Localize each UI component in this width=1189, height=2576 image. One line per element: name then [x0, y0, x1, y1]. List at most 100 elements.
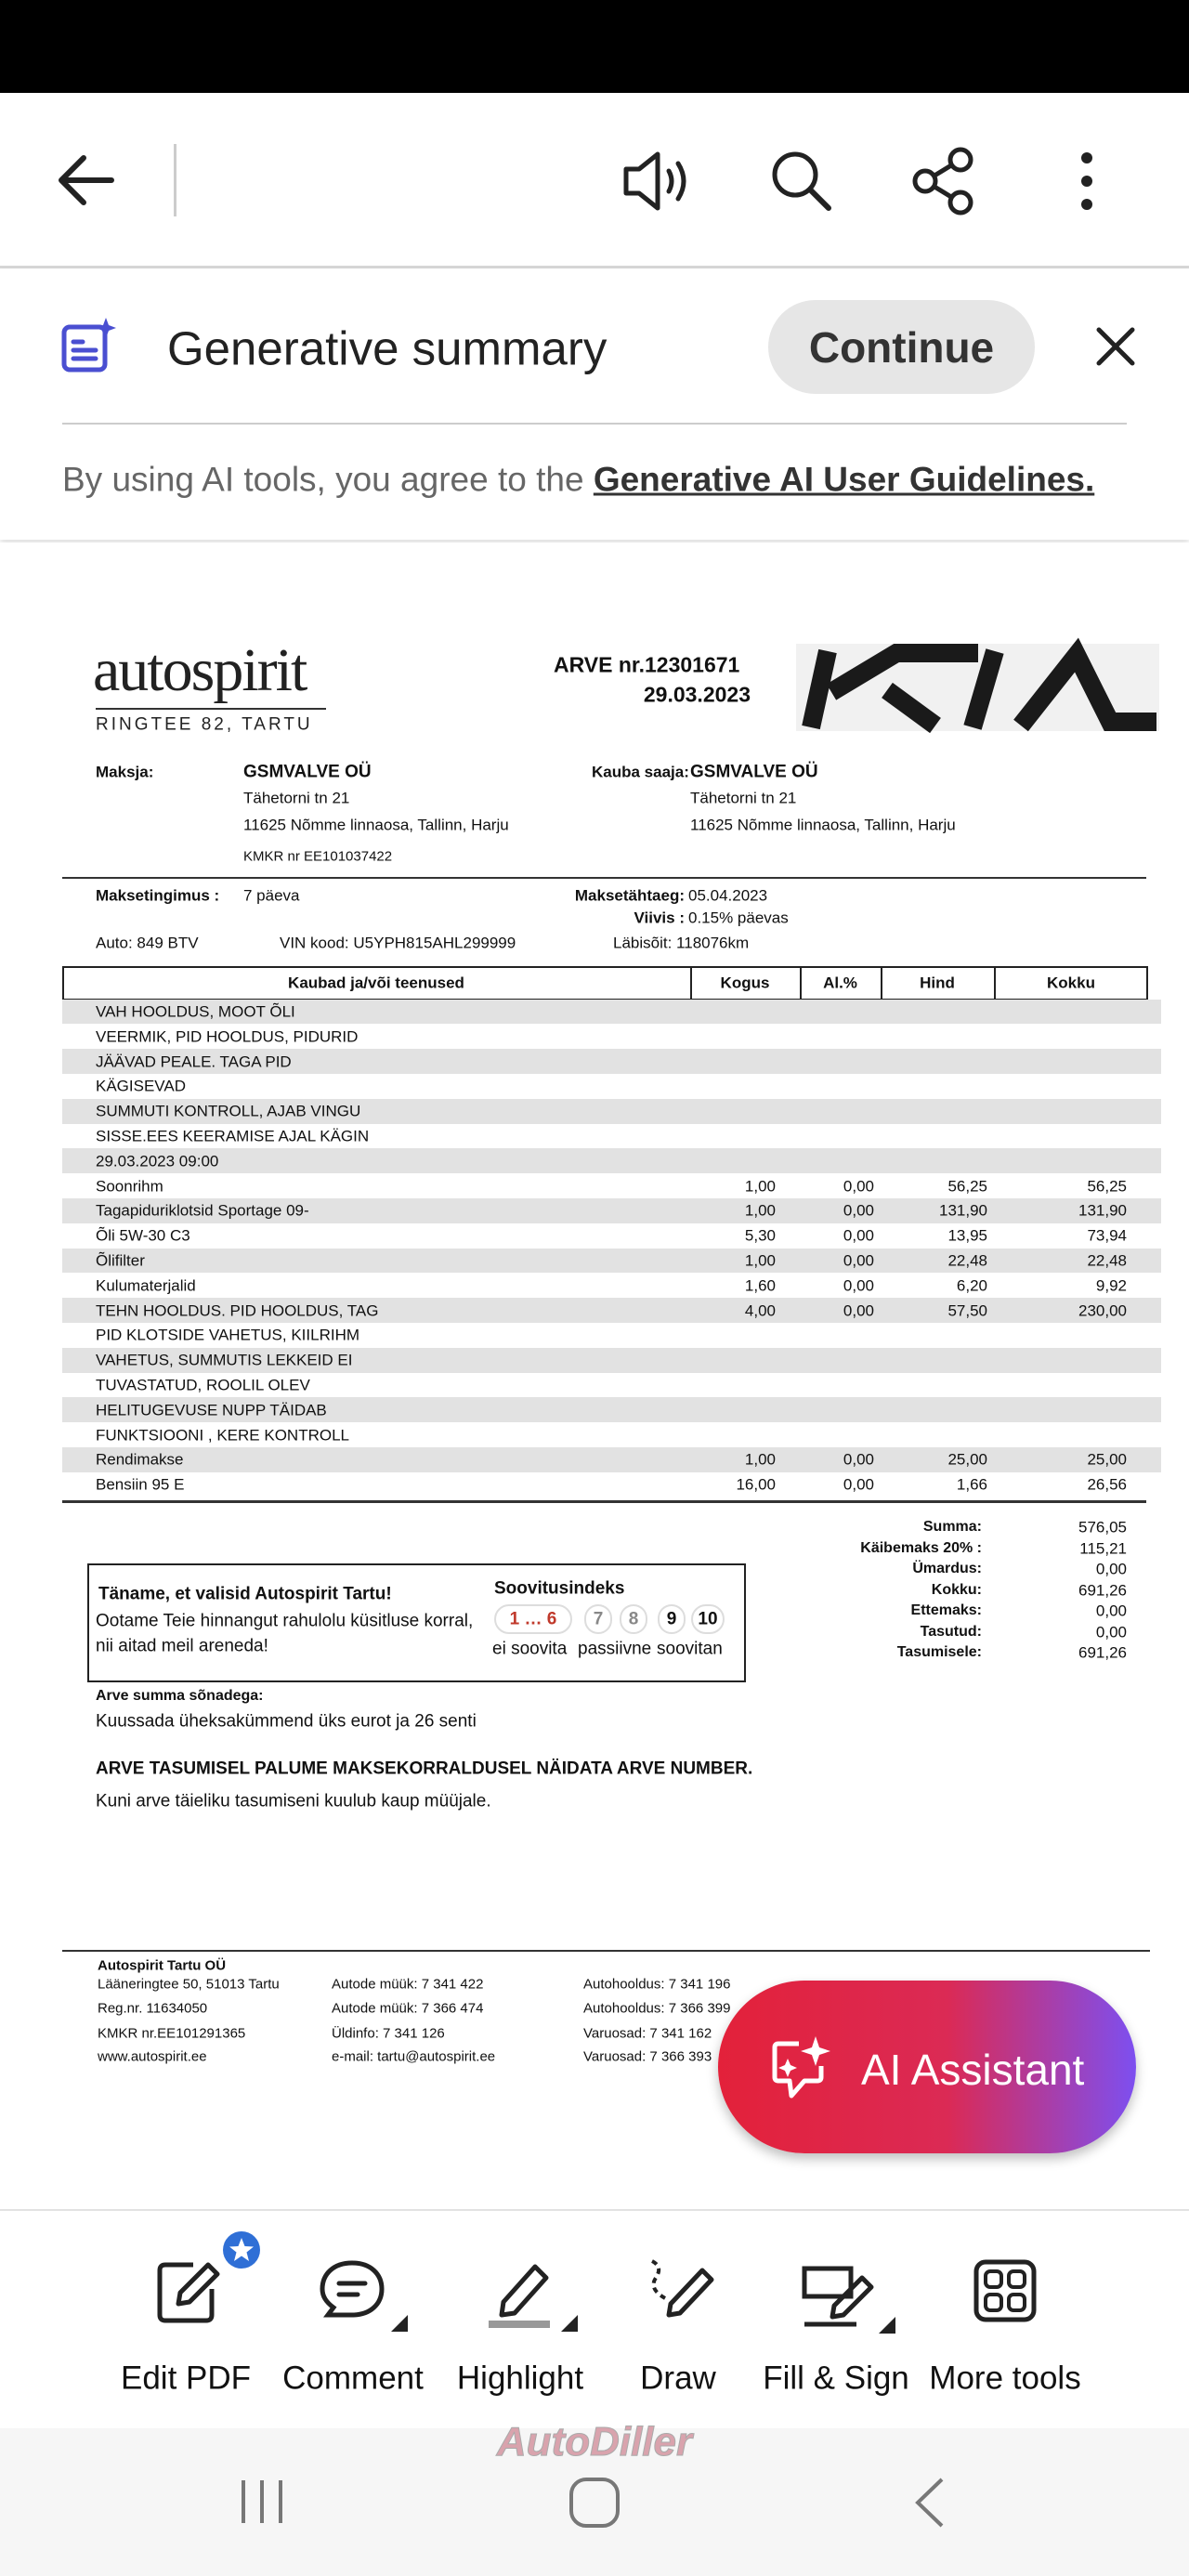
item-number: 1,00	[744, 1177, 776, 1196]
item-description: Soonrihm	[96, 1177, 163, 1196]
tool-label[interactable]: More tools	[929, 2360, 1081, 2397]
item-description: TUVASTATUD, ROOLIL OLEV	[96, 1376, 310, 1394]
tool-label[interactable]: Draw	[640, 2360, 716, 2397]
item-number: 1,60	[744, 1276, 776, 1295]
item-number: 0,00	[843, 1177, 874, 1196]
item-number: 16,00	[736, 1475, 776, 1494]
document-page	[0, 543, 1189, 2209]
scale-circle	[658, 1604, 686, 1634]
item-description: KÄGISEVAD	[96, 1077, 186, 1095]
more-button[interactable]	[1078, 150, 1096, 212]
item-number: 1,00	[744, 1201, 776, 1220]
comment-icon[interactable]	[320, 2259, 410, 2334]
total-value: 691,26	[1078, 1581, 1127, 1599]
ai-notice: By using AI tools, you agree to the Gene…	[62, 463, 1094, 497]
footer-line: Varuosad: 7 341 162	[583, 2025, 712, 2042]
edit-pdf-icon[interactable]	[156, 2257, 223, 2324]
back-button[interactable]	[56, 152, 115, 208]
rule	[62, 1950, 1150, 1952]
item-number: 57,50	[947, 1301, 987, 1320]
item-description: 29.03.2023 09:00	[96, 1152, 219, 1170]
tool-label[interactable]: Comment	[282, 2360, 424, 2397]
footer-company: Autospirit Tartu OÜ	[98, 1957, 227, 1974]
party-line: KMKR nr EE101037422	[243, 848, 393, 865]
item-description: Bensiin 95 E	[96, 1475, 185, 1494]
notice-text: By using AI tools, you agree to the	[62, 460, 594, 499]
row-shade	[62, 1198, 1161, 1223]
system-back-button[interactable]	[912, 2477, 946, 2529]
total-value: 0,00	[1095, 1623, 1127, 1641]
scale-title: Soovitusindeks	[494, 1578, 625, 1599]
tool-label[interactable]: Edit PDF	[120, 2360, 252, 2397]
search-button[interactable]	[769, 149, 834, 214]
fill-sign-icon[interactable]	[801, 2263, 897, 2334]
close-button[interactable]	[1096, 327, 1135, 366]
table-header	[62, 966, 1148, 1000]
row-shade	[62, 1098, 1161, 1124]
item-description: FUNKTSIOONI , KERE KONTROLL	[96, 1426, 349, 1445]
tool-label[interactable]: Highlight	[456, 2360, 584, 2397]
read-aloud-button[interactable]	[622, 149, 693, 214]
share-button[interactable]	[910, 147, 979, 216]
item-number: 0,00	[843, 1201, 874, 1220]
item-description: HELITUGEVUSE NUPP TÄIDAB	[96, 1401, 327, 1419]
feedback-box	[87, 1563, 746, 1682]
recent-apps-button[interactable]	[238, 2478, 286, 2525]
scale-value: 8	[628, 1609, 639, 1629]
field-label: Viivis :	[634, 909, 686, 927]
invoice-number: ARVE nr.12301671	[554, 652, 740, 677]
item-number: 25,00	[947, 1450, 987, 1469]
total-value: 115,21	[1079, 1539, 1127, 1557]
footer-line: Autode müük: 7 366 474	[332, 2000, 484, 2017]
total-value: 0,00	[1095, 1560, 1127, 1578]
invoice: autospirit RINGTEE 82, TARTU ARVE nr.12301…	[62, 636, 1161, 2065]
payment-notice: ARVE TASUMISEL PALUME MAKSEKORRALDUSEL N…	[96, 1759, 753, 1779]
guidelines-link[interactable]: Generative AI User Guidelines.	[593, 460, 1095, 499]
scale-value: 10	[698, 1609, 718, 1629]
item-number: 0,00	[843, 1251, 874, 1270]
ai-assistant-label[interactable]: AI Assistant	[861, 2046, 1085, 2094]
item-number: 22,48	[947, 1251, 987, 1270]
tool-label[interactable]: Fill & Sign	[763, 2360, 909, 2397]
field-label: Maksetingimus :	[96, 886, 220, 905]
party-name: GSMVALVE OÜ	[690, 762, 818, 782]
item-description: Õlifilter	[96, 1251, 145, 1270]
footer-line: KMKR nr.EE101291365	[98, 2025, 246, 2042]
item-description: SUMMUTI KONTROLL, AJAB VINGU	[96, 1102, 361, 1120]
footer-line: Lääneringtee 50, 51013 Tartu	[98, 1976, 280, 1993]
scale-label: ei soovita	[492, 1639, 568, 1659]
company-logo: autospirit	[93, 636, 307, 704]
row-shade	[62, 1148, 1161, 1174]
rule	[62, 1500, 1146, 1503]
field-value: 05.04.2023	[688, 886, 768, 905]
party-label: Maksja:	[96, 763, 154, 781]
item-number: 0,00	[843, 1226, 874, 1245]
total-label: Käibemaks 20% :	[860, 1539, 982, 1556]
footer-line: Varuosad: 7 366 393	[583, 2048, 712, 2065]
rule	[62, 877, 1146, 879]
more-tools-icon[interactable]	[973, 2259, 1037, 2322]
new-badge	[223, 2231, 260, 2269]
item-number: 131,90	[1078, 1201, 1127, 1220]
party-name: GSMVALVE OÜ	[243, 762, 372, 782]
home-button[interactable]	[568, 2477, 621, 2529]
item-number: 131,90	[939, 1201, 987, 1220]
item-description: Tagapiduriklotsid Sportage 09-	[96, 1201, 309, 1220]
scale-circle	[584, 1604, 612, 1634]
party-line: Tähetorni tn 21	[243, 789, 350, 807]
field-value: 7 päeva	[243, 886, 300, 905]
row-shade	[62, 999, 1161, 1025]
highlight-icon[interactable]	[487, 2259, 580, 2334]
column-header: Kaubad ja/või teenused	[288, 974, 464, 992]
toolbar	[0, 93, 1189, 268]
item-number: 56,25	[947, 1177, 987, 1196]
field-label: Maksetähtaeg:	[574, 886, 685, 905]
continue-button[interactable]: Continue	[768, 300, 1035, 394]
item-description: JÄÄVAD PEALE. TAGA PID	[96, 1053, 292, 1071]
item-number: 1,66	[956, 1475, 987, 1494]
item-number: 22,48	[1087, 1251, 1127, 1270]
party-line: Tähetorni tn 21	[690, 789, 797, 807]
column-divider	[881, 966, 882, 1000]
draw-icon[interactable]	[645, 2257, 715, 2328]
